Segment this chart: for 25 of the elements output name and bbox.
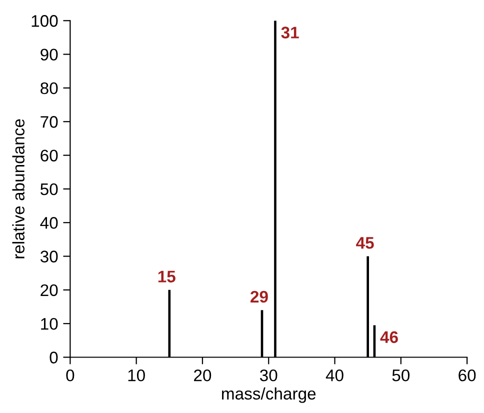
x-tick-label: 10 <box>128 369 145 382</box>
y-tick-label: 0 <box>50 352 58 364</box>
x-tick-label: 40 <box>326 369 344 382</box>
annotation: 45 <box>356 237 374 249</box>
x-axis-title: mass/charge <box>222 387 316 403</box>
annotation: 29 <box>250 290 268 303</box>
y-tick-label: 70 <box>40 116 58 128</box>
y-tick-label: 40 <box>40 217 58 229</box>
y-tick-label: 50 <box>40 183 58 196</box>
annotation: 31 <box>281 26 299 38</box>
x-tick-label: 60 <box>458 369 476 382</box>
y-tick-label: 20 <box>40 284 58 296</box>
y-tick-label: 60 <box>40 150 58 162</box>
y-tick-label: 30 <box>40 250 58 262</box>
annotation: 46 <box>380 331 398 344</box>
annotation: 15 <box>158 270 176 282</box>
x-tick-label: 20 <box>194 369 212 382</box>
x-tick-label: 30 <box>260 369 278 382</box>
x-tick-label: 0 <box>66 369 74 382</box>
y-tick-label: 10 <box>41 318 58 330</box>
y-tick-label: 90 <box>40 48 58 61</box>
y-tick-label: 100 <box>32 15 58 27</box>
x-tick-label: 50 <box>392 369 410 382</box>
y-tick-label: 80 <box>40 82 58 94</box>
y-axis-title: relative abundance <box>12 119 24 258</box>
